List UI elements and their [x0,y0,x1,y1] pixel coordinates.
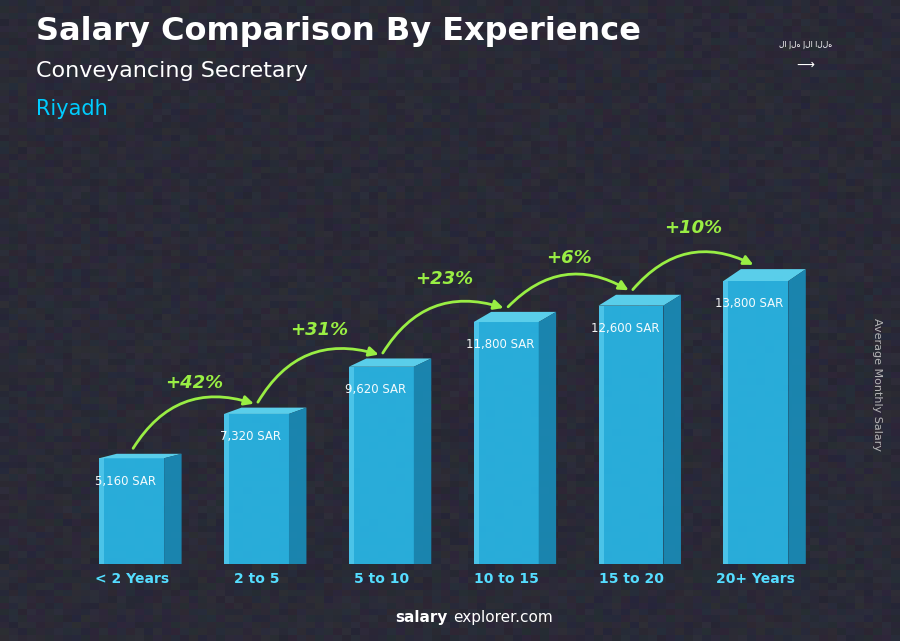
Polygon shape [724,269,806,281]
Polygon shape [473,322,538,564]
Polygon shape [598,306,604,564]
Polygon shape [224,414,289,564]
Polygon shape [99,458,104,564]
Polygon shape [473,312,556,322]
Text: 11,800 SAR: 11,800 SAR [465,338,534,351]
Text: Salary Comparison By Experience: Salary Comparison By Experience [36,16,641,47]
Text: 12,600 SAR: 12,600 SAR [590,322,659,335]
Polygon shape [414,358,431,564]
Text: +6%: +6% [545,249,591,267]
Text: explorer.com: explorer.com [453,610,553,625]
Polygon shape [164,454,182,564]
Polygon shape [598,306,663,564]
Text: +10%: +10% [664,219,723,237]
Text: Average Monthly Salary: Average Monthly Salary [872,318,883,451]
Text: 13,800 SAR: 13,800 SAR [716,297,784,310]
Text: 5,160 SAR: 5,160 SAR [94,474,156,488]
Polygon shape [473,322,479,564]
Text: salary: salary [395,610,447,625]
Polygon shape [349,367,414,564]
Text: ⟶: ⟶ [796,58,814,72]
Polygon shape [99,454,182,458]
Polygon shape [724,281,788,564]
Polygon shape [224,408,306,414]
Text: 9,620 SAR: 9,620 SAR [345,383,406,396]
Polygon shape [538,312,556,564]
Text: Riyadh: Riyadh [36,99,108,119]
Polygon shape [349,358,431,367]
Polygon shape [224,414,229,564]
Polygon shape [349,367,354,564]
Text: لا إله إلا الله: لا إله إلا الله [778,40,832,49]
Polygon shape [788,269,806,564]
Polygon shape [99,458,164,564]
Polygon shape [598,295,681,306]
Text: +23%: +23% [415,270,473,288]
Text: +31%: +31% [290,320,348,338]
Polygon shape [724,281,728,564]
Text: 7,320 SAR: 7,320 SAR [220,430,281,444]
Text: Conveyancing Secretary: Conveyancing Secretary [36,61,308,81]
Text: +42%: +42% [165,374,223,392]
Polygon shape [663,295,681,564]
Polygon shape [289,408,306,564]
